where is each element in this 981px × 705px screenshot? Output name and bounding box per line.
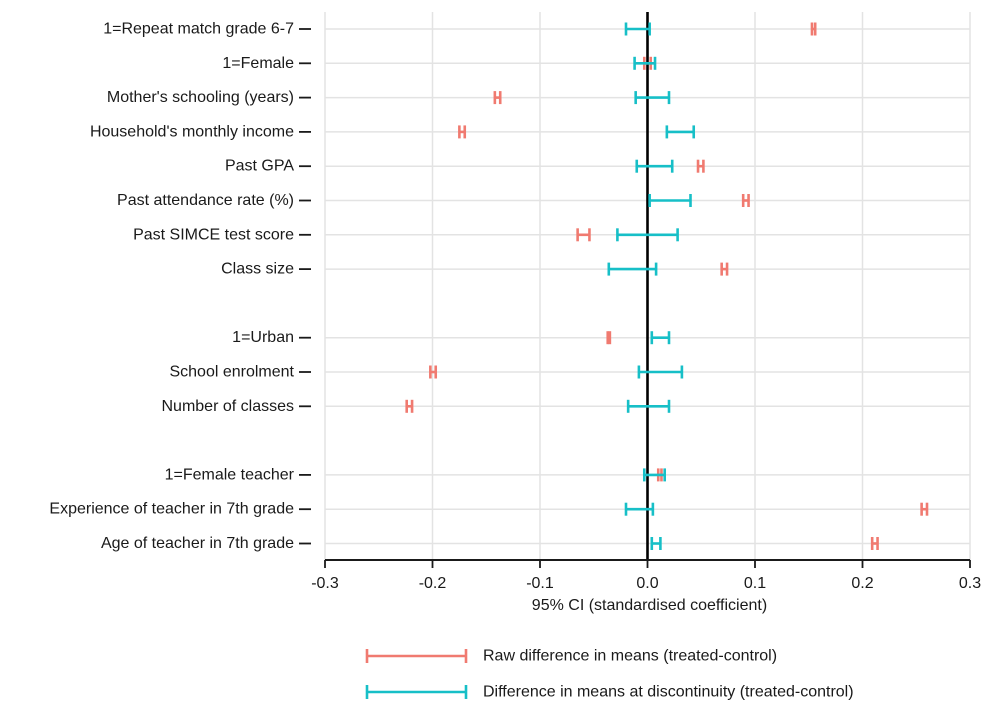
row-label: Class size <box>221 261 294 278</box>
series-raw-difference <box>405 22 929 550</box>
series-discontinuity-difference <box>607 22 696 550</box>
legend-key <box>365 649 468 663</box>
error-bar <box>650 537 662 550</box>
error-bar <box>624 502 655 516</box>
x-tick-label: -0.2 <box>419 575 447 592</box>
row-label: Age of teacher in 7th grade <box>101 535 294 552</box>
row-label: Household's monthly income <box>90 123 294 140</box>
row-label: Past attendance rate (%) <box>117 192 294 209</box>
row-label: School enrolment <box>169 364 294 381</box>
error-bar <box>870 537 879 550</box>
error-bar <box>429 365 438 379</box>
row-label: Past GPA <box>225 158 294 175</box>
row-label: 1=Female teacher <box>165 466 295 483</box>
error-bar <box>624 22 651 36</box>
error-bar <box>720 262 729 276</box>
x-tick-label: -0.1 <box>526 575 554 592</box>
error-bar <box>648 194 692 207</box>
error-bar <box>920 502 929 516</box>
error-bar <box>696 159 705 173</box>
error-bar <box>637 365 684 379</box>
x-axis-title: 95% CI (standardised coefficient) <box>532 597 767 614</box>
row-label: 1=Urban <box>232 329 294 346</box>
row-label: Past SIMCE test score <box>133 226 294 243</box>
error-bar <box>626 399 671 413</box>
legend-label: Raw difference in means (treated-control… <box>483 648 777 665</box>
x-tick-label: 0.0 <box>636 575 658 592</box>
x-axis-ticks: -0.3 -0.2 -0.1 0.0 0.1 0.2 0.3 <box>311 560 981 592</box>
error-bar <box>606 331 612 345</box>
error-bar <box>741 194 750 207</box>
error-bar <box>810 22 817 36</box>
error-bar <box>633 56 657 70</box>
error-bar <box>634 91 671 105</box>
legend-label: Difference in means at discontinuity (tr… <box>483 684 854 701</box>
legend-key <box>365 685 468 699</box>
error-bar <box>642 468 667 482</box>
x-tick-label: -0.3 <box>311 575 339 592</box>
x-tick-label: 0.3 <box>959 575 981 592</box>
row-label: 1=Female <box>222 55 294 72</box>
error-bar <box>635 159 674 173</box>
row-label: Experience of teacher in 7th grade <box>49 501 294 518</box>
error-bar <box>607 262 658 276</box>
legend-item: Difference in means at discontinuity (tr… <box>365 684 854 701</box>
row-label: Number of classes <box>162 398 295 415</box>
error-bars <box>405 22 929 550</box>
legend: Raw difference in means (treated-control… <box>365 648 854 701</box>
legend-item: Raw difference in means (treated-control… <box>365 648 777 665</box>
row-label: Mother's schooling (years) <box>107 89 294 106</box>
error-bar <box>616 228 679 242</box>
error-bar <box>576 228 591 242</box>
row-tick-marks <box>299 28 311 545</box>
error-bar <box>665 125 696 139</box>
error-bar <box>458 125 467 139</box>
error-bar <box>650 331 671 345</box>
x-tick-label: 0.2 <box>851 575 873 592</box>
x-tick-label: 0.1 <box>744 575 766 592</box>
row-label: 1=Repeat match grade 6-7 <box>103 21 294 38</box>
error-bar <box>405 399 414 413</box>
row-labels: 1=Repeat match grade 6-7 1=Female Mother's… <box>49 21 294 553</box>
error-bar <box>493 91 502 105</box>
